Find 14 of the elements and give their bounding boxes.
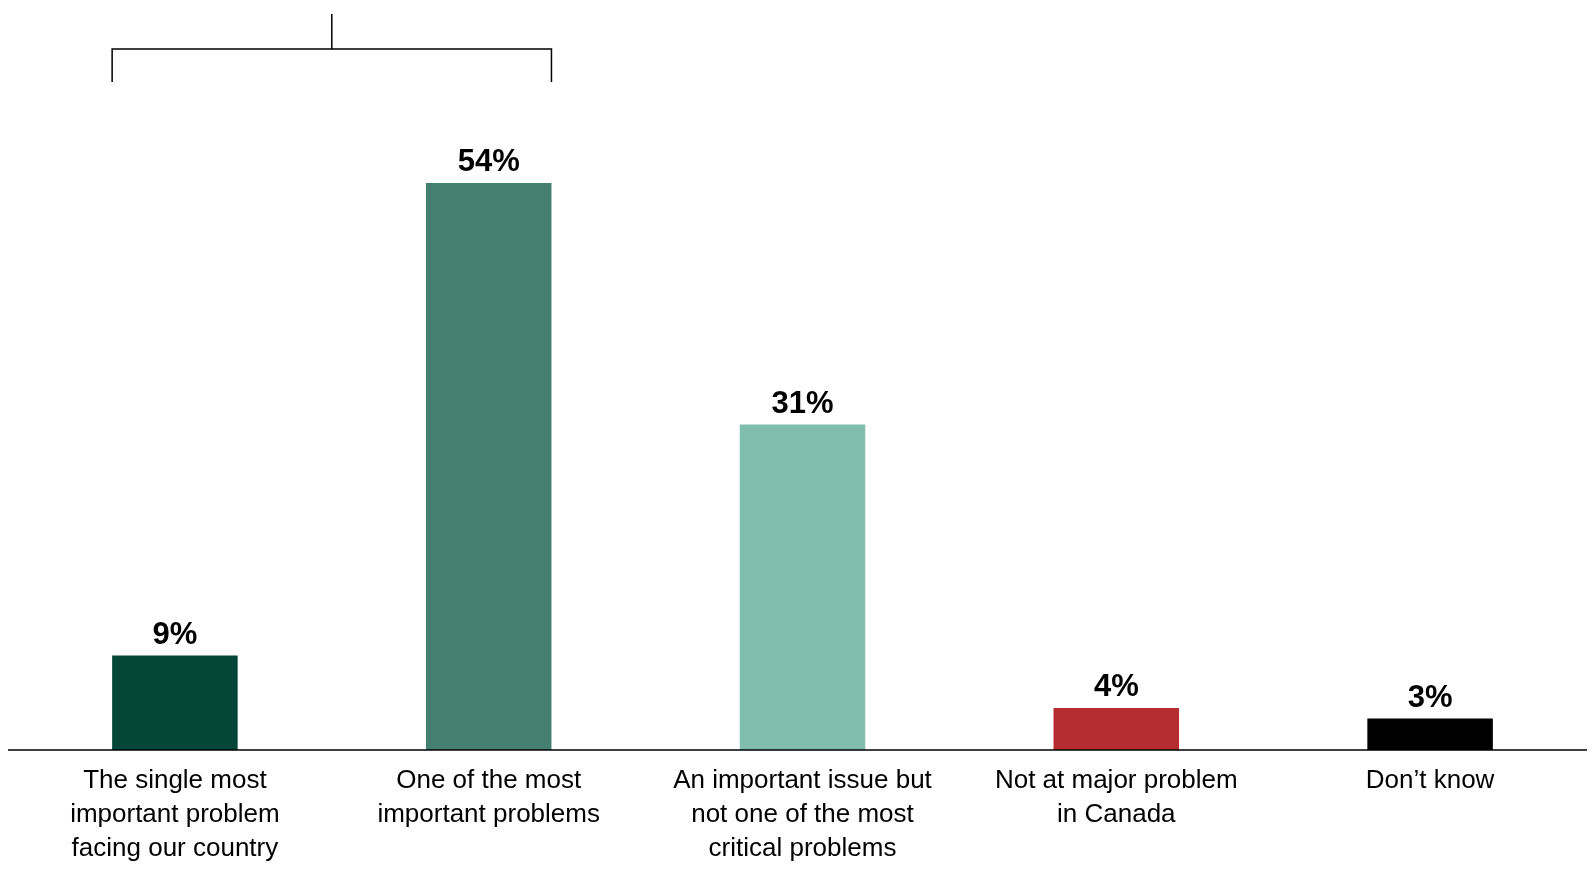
data-label: 31% xyxy=(771,384,834,420)
bar xyxy=(739,424,866,750)
x-tick-label: An important issue but not one of the most critical problems xyxy=(673,764,933,862)
bar xyxy=(425,183,552,750)
bar xyxy=(112,655,238,750)
bar xyxy=(1053,708,1180,750)
x-tick-label: Not at major problem in Canada xyxy=(994,764,1238,828)
data-label: 4% xyxy=(1093,668,1139,703)
data-label: 54% xyxy=(457,143,520,178)
data-label: 3% xyxy=(1407,678,1453,714)
x-tick-label: Don’t know xyxy=(1365,764,1495,794)
data-label: 9% xyxy=(152,615,198,651)
x-tick-label: The single most important problem facing our country xyxy=(70,764,280,862)
x-tick-label: One of the most important problems xyxy=(377,764,600,828)
